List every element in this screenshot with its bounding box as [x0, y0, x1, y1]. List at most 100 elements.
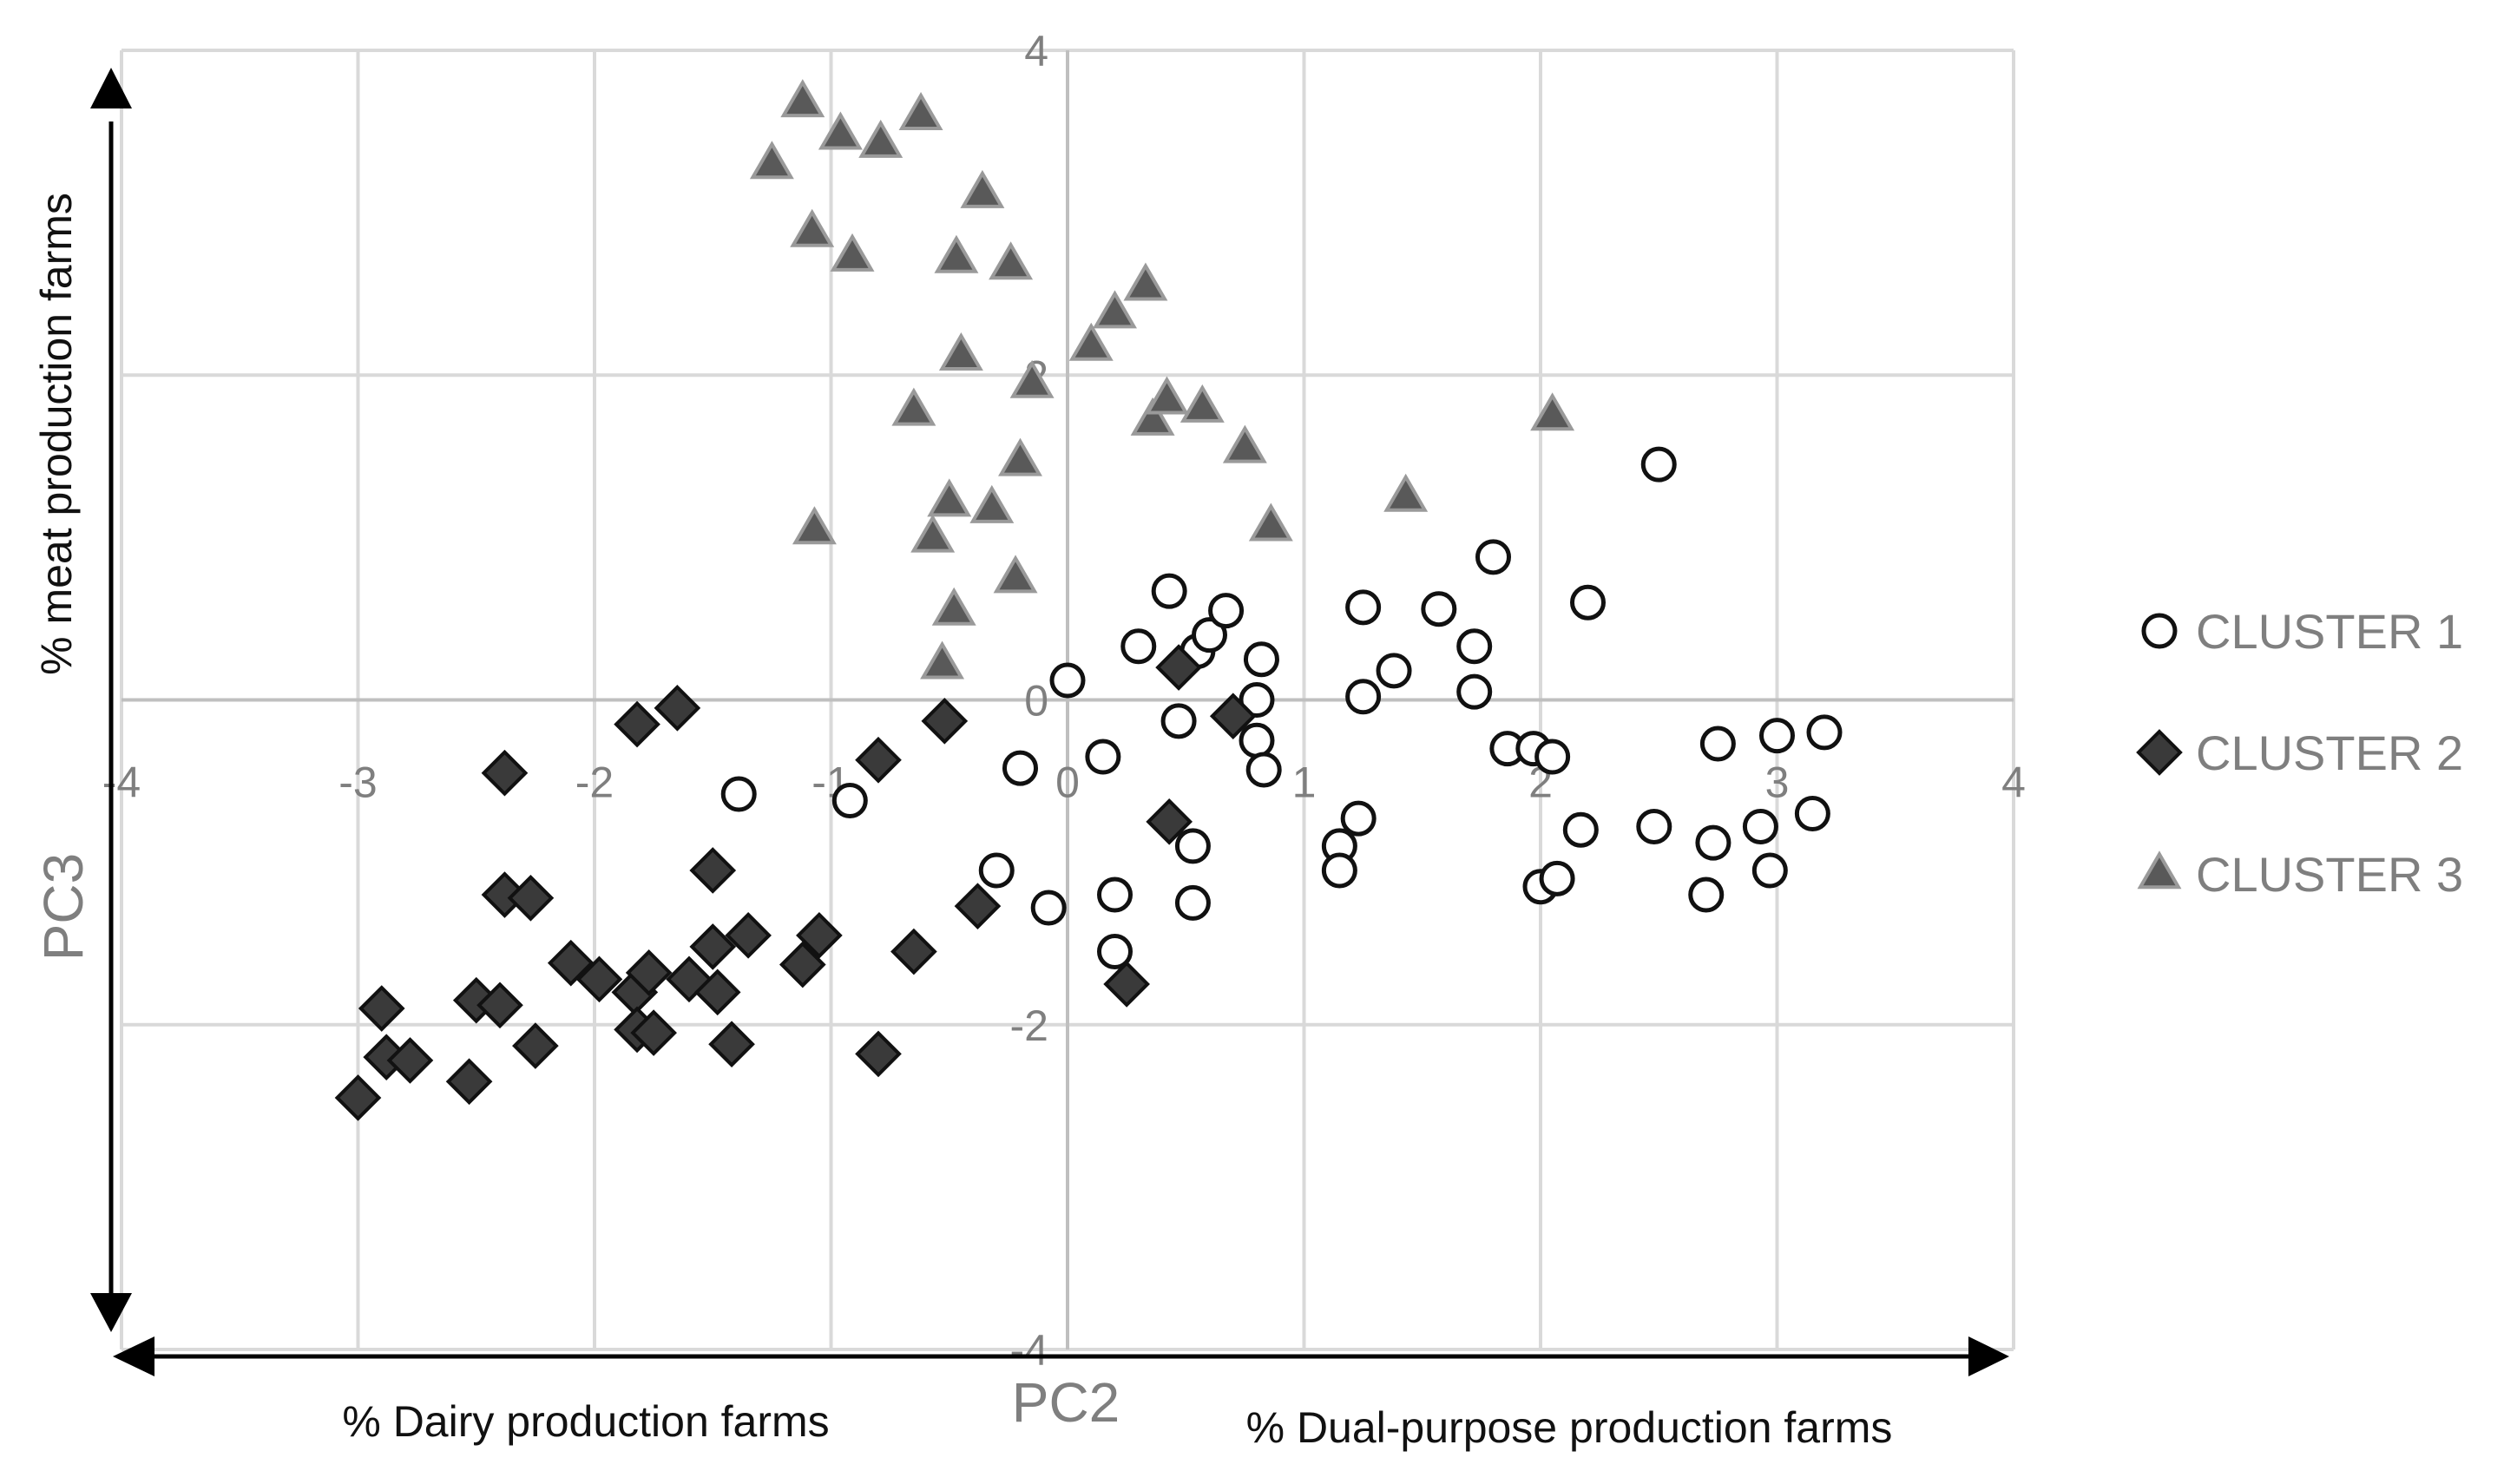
data-point-circle [1376, 653, 1412, 689]
data-point-diamond [1209, 693, 1257, 740]
data-point-diamond [855, 736, 902, 784]
data-point-circle [1688, 877, 1725, 913]
y-tick-label: 0 [1024, 677, 1048, 726]
data-point-circle [1239, 682, 1275, 718]
data-point-diamond [334, 1074, 382, 1121]
x-right-annotation: % Dual-purpose production farms [1246, 1403, 1893, 1452]
data-point-triangle [969, 484, 1015, 523]
data-point-circle [1421, 591, 1457, 627]
data-point-circle [1534, 739, 1571, 775]
y-tick-label: 4 [1024, 27, 1048, 76]
data-point-circle [1340, 800, 1377, 837]
data-point-triangle [780, 79, 825, 118]
y-axis-arrow [90, 68, 132, 1332]
data-point-diamond [614, 700, 660, 748]
data-point-circle [1174, 884, 1211, 921]
data-point-circle [1640, 446, 1677, 483]
legend-marker-circle [2141, 613, 2178, 649]
x-tick-label: 0 [1055, 758, 1080, 807]
legend-marker-diamond [2136, 729, 2183, 776]
data-point-diamond [625, 949, 673, 996]
data-point-circle [1245, 752, 1282, 788]
legend: CLUSTER 1 CLUSTER 2 CLUSTER 3 [2136, 604, 2463, 902]
data-point-diamond [654, 685, 701, 732]
data-point-circle [1759, 718, 1795, 754]
data-point-circle [1174, 828, 1211, 864]
x-tick-label: 1 [1292, 758, 1317, 807]
x-tick-label: 4 [2001, 758, 2026, 807]
data-point-triangle [749, 141, 794, 180]
data-point-triangle [1248, 502, 1293, 542]
data-point-triangle [858, 119, 904, 158]
data-point-circle [1002, 750, 1038, 786]
data-point-circle [1160, 703, 1197, 739]
data-point-triangle [989, 241, 1034, 280]
data-point-circle [1049, 662, 1086, 699]
data-point-triangle [1068, 322, 1114, 361]
data-point-circle [720, 776, 757, 812]
data-point-circle [1097, 934, 1133, 970]
legend-label: CLUSTER 1 [2196, 604, 2463, 659]
data-point-diamond [507, 874, 555, 922]
data-point-diamond [689, 847, 737, 894]
data-point-circle [1030, 890, 1067, 926]
y-axis-title: PC3 [32, 853, 95, 962]
data-point-circle [978, 852, 1015, 889]
data-point-circle [1742, 808, 1778, 844]
data-points [334, 79, 1843, 1121]
data-point-triangle [898, 92, 943, 131]
data-point-diamond [481, 749, 529, 797]
data-point-diamond [855, 1030, 902, 1078]
grid-lines [120, 49, 2015, 1351]
x-left-annotation: % Dairy production farms [342, 1397, 829, 1446]
data-point-circle [1570, 584, 1606, 621]
data-point-triangle [1383, 473, 1429, 512]
data-point-triangle [1130, 397, 1175, 436]
data-point-circle [1321, 852, 1357, 889]
y-tick-label: -2 [1010, 1001, 1048, 1050]
data-point-diamond [779, 941, 826, 988]
data-point-circle [1636, 808, 1672, 844]
data-point-diamond [386, 1037, 434, 1084]
data-point-circle [1539, 860, 1575, 896]
data-point-triangle [818, 111, 863, 150]
series-2 [334, 644, 1257, 1121]
data-point-circle [1806, 714, 1843, 751]
y-tick-label: -4 [1010, 1326, 1048, 1375]
data-point-triangle [931, 587, 976, 626]
data-point-circle [1192, 617, 1227, 653]
y-tick-labels: -4-2024 [1010, 27, 1048, 1375]
x-tick-label: -3 [338, 758, 377, 807]
data-point-diamond [575, 955, 623, 1003]
data-point-diamond [708, 1021, 755, 1068]
data-point-triangle [998, 437, 1042, 476]
data-point-triangle [1123, 262, 1168, 301]
data-point-circle [1208, 593, 1245, 629]
data-point-triangle [993, 555, 1038, 594]
data-point-diamond [890, 928, 937, 975]
data-point-triangle [920, 640, 965, 680]
data-point-diamond [476, 982, 523, 1029]
data-point-diamond [1155, 644, 1202, 691]
x-tick-label: 3 [1765, 758, 1790, 807]
data-point-diamond [445, 1058, 493, 1106]
data-point-circle [1794, 795, 1830, 831]
data-point-diamond [689, 923, 737, 970]
data-point-diamond [358, 985, 405, 1032]
data-point-triangle [934, 234, 979, 273]
data-point-triangle [891, 387, 936, 426]
legend-label: CLUSTER 3 [2196, 847, 2463, 902]
data-point-diamond [725, 912, 772, 959]
series-3 [749, 79, 1575, 680]
x-tick-label: -4 [102, 758, 141, 807]
x-tick-labels: -4 -3 -2 -1 0 1 2 3 4 [102, 758, 2026, 807]
data-point-circle [1456, 628, 1493, 665]
data-point-circle [1345, 679, 1382, 715]
data-point-diamond [630, 1009, 677, 1056]
x-tick-label: -2 [575, 758, 614, 807]
legend-label: CLUSTER 2 [2196, 726, 2463, 780]
y-top-annotation: % meat production farms [32, 193, 81, 675]
data-point-circle [1695, 824, 1731, 861]
data-point-triangle [792, 506, 837, 545]
data-point-triangle [960, 169, 1005, 208]
